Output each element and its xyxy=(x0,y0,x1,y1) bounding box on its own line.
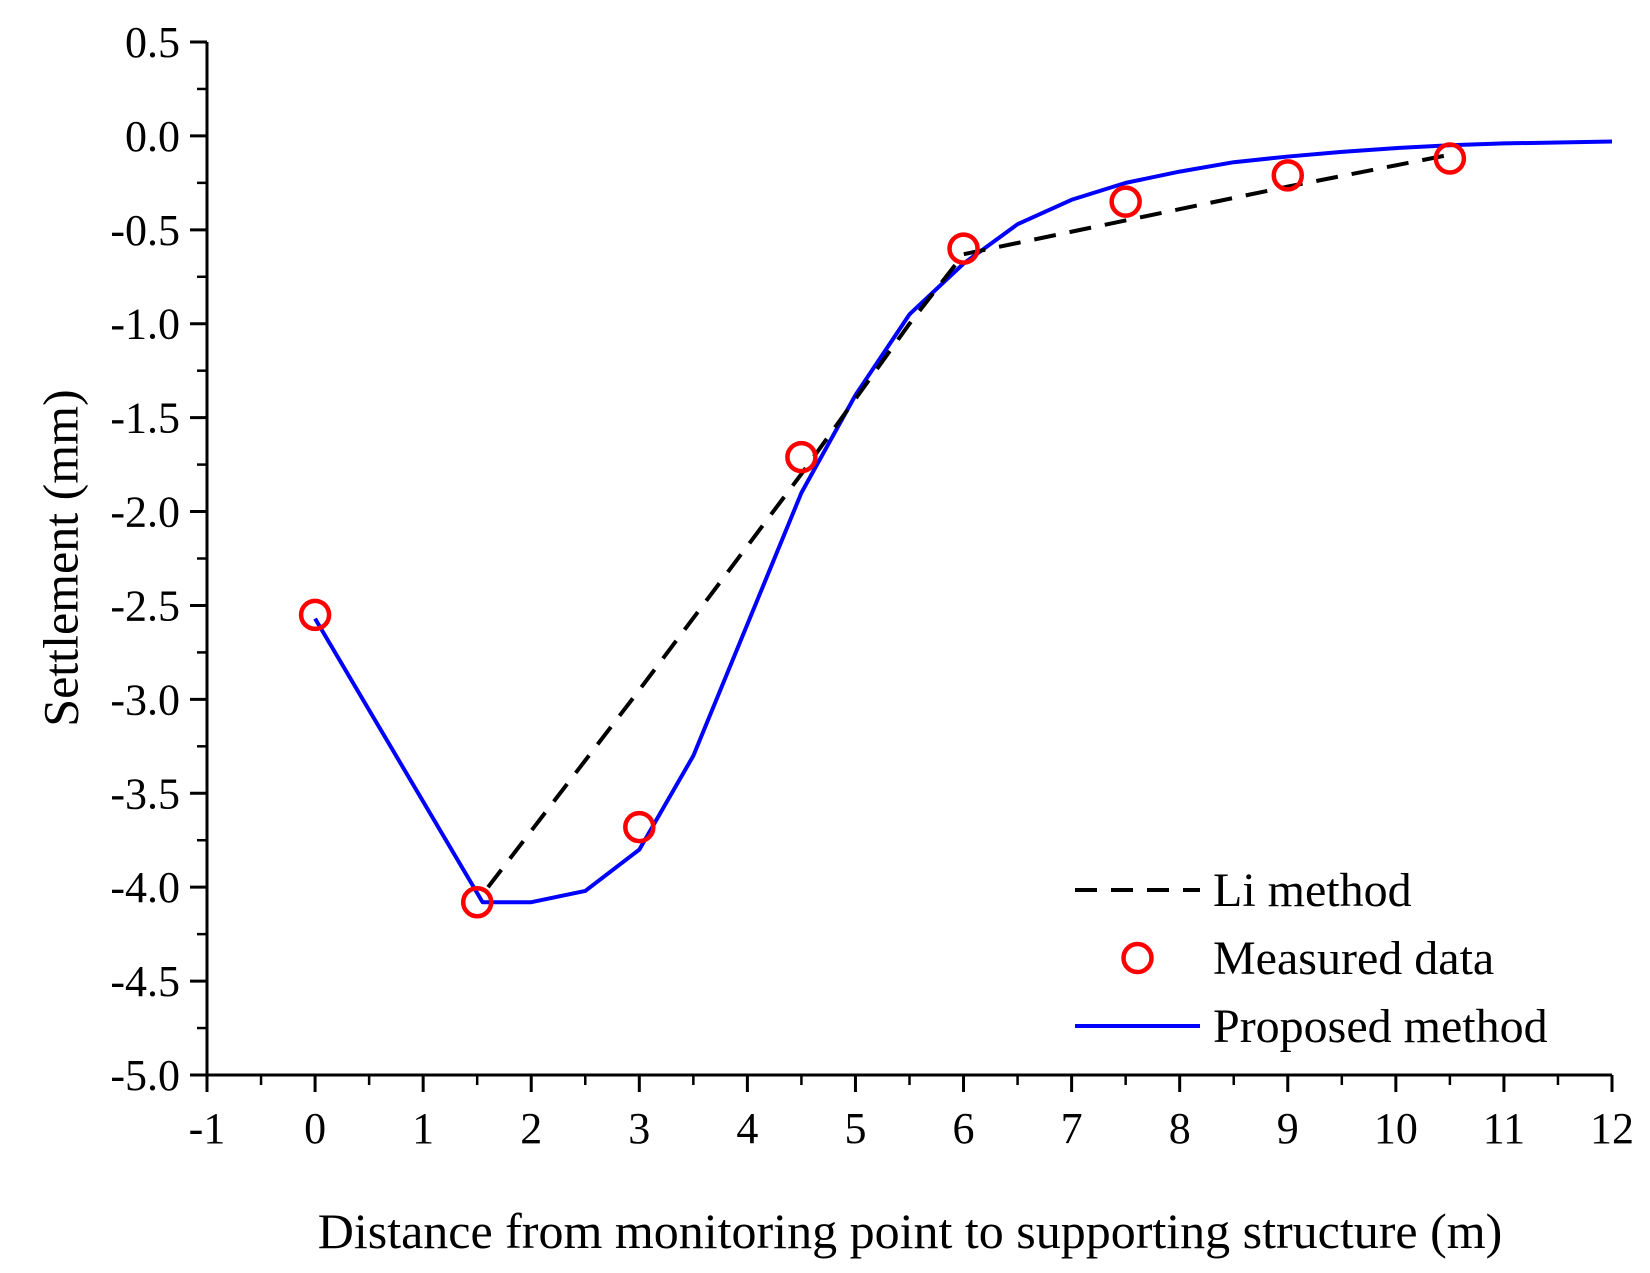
y-tick-label: -4.5 xyxy=(110,957,180,1006)
measured-data-point xyxy=(623,810,656,844)
x-tick-label: 10 xyxy=(1374,1104,1418,1153)
legend-proposed-method-label: Proposed method xyxy=(1213,1000,1548,1053)
x-tick-label: 0 xyxy=(304,1104,326,1153)
proposed-method-line xyxy=(313,139,1613,905)
y-tick-label: -0.5 xyxy=(110,206,180,255)
measured-data-point xyxy=(1433,142,1467,175)
x-tick-label: 2 xyxy=(520,1104,542,1153)
x-tick-label: 8 xyxy=(1169,1104,1191,1153)
x-axis-title: Distance from monitoring point to suppor… xyxy=(318,1203,1503,1259)
li-method-line xyxy=(486,152,1451,889)
y-tick-label: -2.0 xyxy=(110,488,180,537)
legend: Li method Measured data Proposed method xyxy=(1075,864,1548,1053)
measured-data-point xyxy=(460,885,494,919)
y-tick-label: -4.0 xyxy=(110,863,180,912)
legend-li-method-label: Li method xyxy=(1213,864,1412,917)
x-tick-label: 3 xyxy=(628,1104,650,1153)
y-tick-label: -1.0 xyxy=(110,300,180,349)
x-tick-label: 7 xyxy=(1061,1104,1083,1153)
y-tick-label: -2.5 xyxy=(110,581,180,630)
x-tick-label: 11 xyxy=(1483,1104,1525,1153)
x-tick-label: 1 xyxy=(412,1104,434,1153)
legend-measured-data-swatch xyxy=(1121,941,1154,975)
x-tick-label: 9 xyxy=(1277,1104,1299,1153)
x-tick-label: 12 xyxy=(1590,1104,1634,1153)
measured-data-point xyxy=(298,598,332,632)
y-tick-label: 0.0 xyxy=(125,112,180,161)
y-tick-label: 0.5 xyxy=(125,18,180,67)
plot-area xyxy=(298,139,1613,919)
y-tick-label: -3.5 xyxy=(110,769,180,818)
measured-data-point xyxy=(785,440,818,474)
legend-measured-data-label: Measured data xyxy=(1213,932,1494,985)
measured-data-point xyxy=(947,232,980,265)
axes: -1 0 1 2 3 4 5 6 7 8 9 10 11 120.50.0-0.5-1.0-1.5-2.0… xyxy=(110,18,1634,1153)
y-tick-label: -3.0 xyxy=(110,675,180,724)
y-tick-label: -1.5 xyxy=(110,394,180,443)
x-tick-label: 5 xyxy=(844,1104,866,1153)
y-axis-title: Settlement (mm) xyxy=(33,389,89,726)
x-tick-label: 6 xyxy=(953,1104,975,1153)
x-tick-label: 4 xyxy=(736,1104,758,1153)
y-tick-label: -5.0 xyxy=(110,1051,180,1100)
x-tick-label: -1 xyxy=(189,1104,226,1153)
measured-data-point xyxy=(1109,185,1142,218)
measured-data-point xyxy=(1271,159,1305,192)
